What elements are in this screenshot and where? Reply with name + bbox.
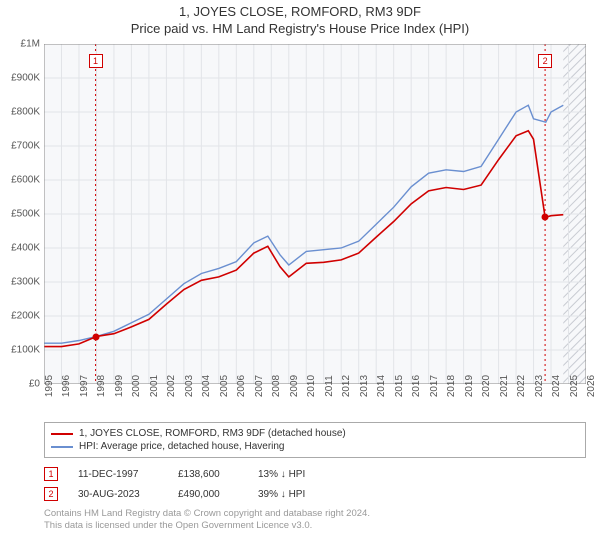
x-tick-label: 2000 (131, 375, 142, 397)
legend-box: 1, JOYES CLOSE, ROMFORD, RM3 9DF (detach… (44, 422, 586, 458)
x-tick-label: 2008 (271, 375, 282, 397)
legend-item: HPI: Average price, detached house, Have… (51, 440, 579, 453)
x-tick-label: 2017 (429, 375, 440, 397)
y-tick-label: £500K (11, 209, 40, 220)
event-price: £490,000 (178, 489, 238, 500)
event-marker-box: 1 (89, 54, 103, 68)
y-tick-label: £1M (21, 39, 40, 50)
x-tick-label: 2013 (359, 375, 370, 397)
x-tick-label: 2021 (499, 375, 510, 397)
chart-container: 1, JOYES CLOSE, ROMFORD, RM3 9DF Price p… (0, 0, 600, 560)
event-marker-dot (92, 333, 99, 340)
legend-item: 1, JOYES CLOSE, ROMFORD, RM3 9DF (detach… (51, 427, 579, 440)
y-tick-label: £900K (11, 73, 40, 84)
legend-swatch (51, 433, 73, 435)
x-tick-label: 2014 (376, 375, 387, 397)
x-tick-label: 2006 (236, 375, 247, 397)
x-tick-label: 2018 (446, 375, 457, 397)
x-tick-label: 1995 (44, 375, 55, 397)
y-tick-label: £800K (11, 107, 40, 118)
event-marker-box: 2 (538, 54, 552, 68)
x-tick-label: 2005 (219, 375, 230, 397)
x-tick-label: 2004 (201, 375, 212, 397)
y-tick-label: £0 (29, 379, 40, 390)
x-tick-label: 1997 (79, 375, 90, 397)
footer-attribution: Contains HM Land Registry data © Crown c… (44, 508, 586, 533)
y-tick-label: £600K (11, 175, 40, 186)
chart-plot-area: £0£100K£200K£300K£400K£500K£600K£700K£80… (44, 44, 586, 384)
event-number-box: 2 (44, 487, 58, 501)
event-row: 2 30-AUG-2023 £490,000 39% ↓ HPI (44, 484, 586, 504)
x-tick-label: 2012 (341, 375, 352, 397)
x-tick-label: 2020 (481, 375, 492, 397)
chart-title: 1, JOYES CLOSE, ROMFORD, RM3 9DF (0, 0, 600, 19)
event-diff: 13% ↓ HPI (258, 469, 338, 480)
x-tick-label: 2003 (184, 375, 195, 397)
x-tick-label: 2007 (254, 375, 265, 397)
y-tick-label: £100K (11, 345, 40, 356)
x-tick-label: 2022 (516, 375, 527, 397)
y-tick-label: £300K (11, 277, 40, 288)
y-tick-label: £700K (11, 141, 40, 152)
x-tick-label: 2026 (586, 375, 597, 397)
chart-svg (44, 44, 586, 384)
x-tick-label: 2023 (534, 375, 545, 397)
event-date: 11-DEC-1997 (78, 469, 158, 480)
footer-line-1: Contains HM Land Registry data © Crown c… (44, 508, 586, 520)
y-tick-label: £400K (11, 243, 40, 254)
event-number-box: 1 (44, 467, 58, 481)
x-tick-label: 1998 (96, 375, 107, 397)
event-marker-dot (542, 214, 549, 221)
chart-subtitle: Price paid vs. HM Land Registry's House … (0, 19, 600, 44)
x-tick-label: 1996 (61, 375, 72, 397)
event-date: 30-AUG-2023 (78, 489, 158, 500)
x-tick-label: 2019 (464, 375, 475, 397)
x-tick-label: 2002 (166, 375, 177, 397)
x-tick-label: 2025 (569, 375, 580, 397)
legend-label: 1, JOYES CLOSE, ROMFORD, RM3 9DF (detach… (79, 428, 346, 439)
y-tick-label: £200K (11, 311, 40, 322)
event-table: 1 11-DEC-1997 £138,600 13% ↓ HPI 2 30-AU… (44, 464, 586, 504)
legend-swatch (51, 446, 73, 448)
x-tick-label: 2001 (149, 375, 160, 397)
event-row: 1 11-DEC-1997 £138,600 13% ↓ HPI (44, 464, 586, 484)
x-axis: 1995199619971998199920002001200220032004… (44, 384, 586, 420)
x-tick-label: 2010 (306, 375, 317, 397)
footer-line-2: This data is licensed under the Open Gov… (44, 520, 586, 532)
event-price: £138,600 (178, 469, 238, 480)
x-tick-label: 2024 (551, 375, 562, 397)
legend-label: HPI: Average price, detached house, Have… (79, 441, 285, 452)
x-tick-label: 2009 (289, 375, 300, 397)
x-tick-label: 1999 (114, 375, 125, 397)
x-tick-label: 2015 (394, 375, 405, 397)
x-tick-label: 2011 (324, 375, 335, 397)
event-diff: 39% ↓ HPI (258, 489, 338, 500)
x-tick-label: 2016 (411, 375, 422, 397)
